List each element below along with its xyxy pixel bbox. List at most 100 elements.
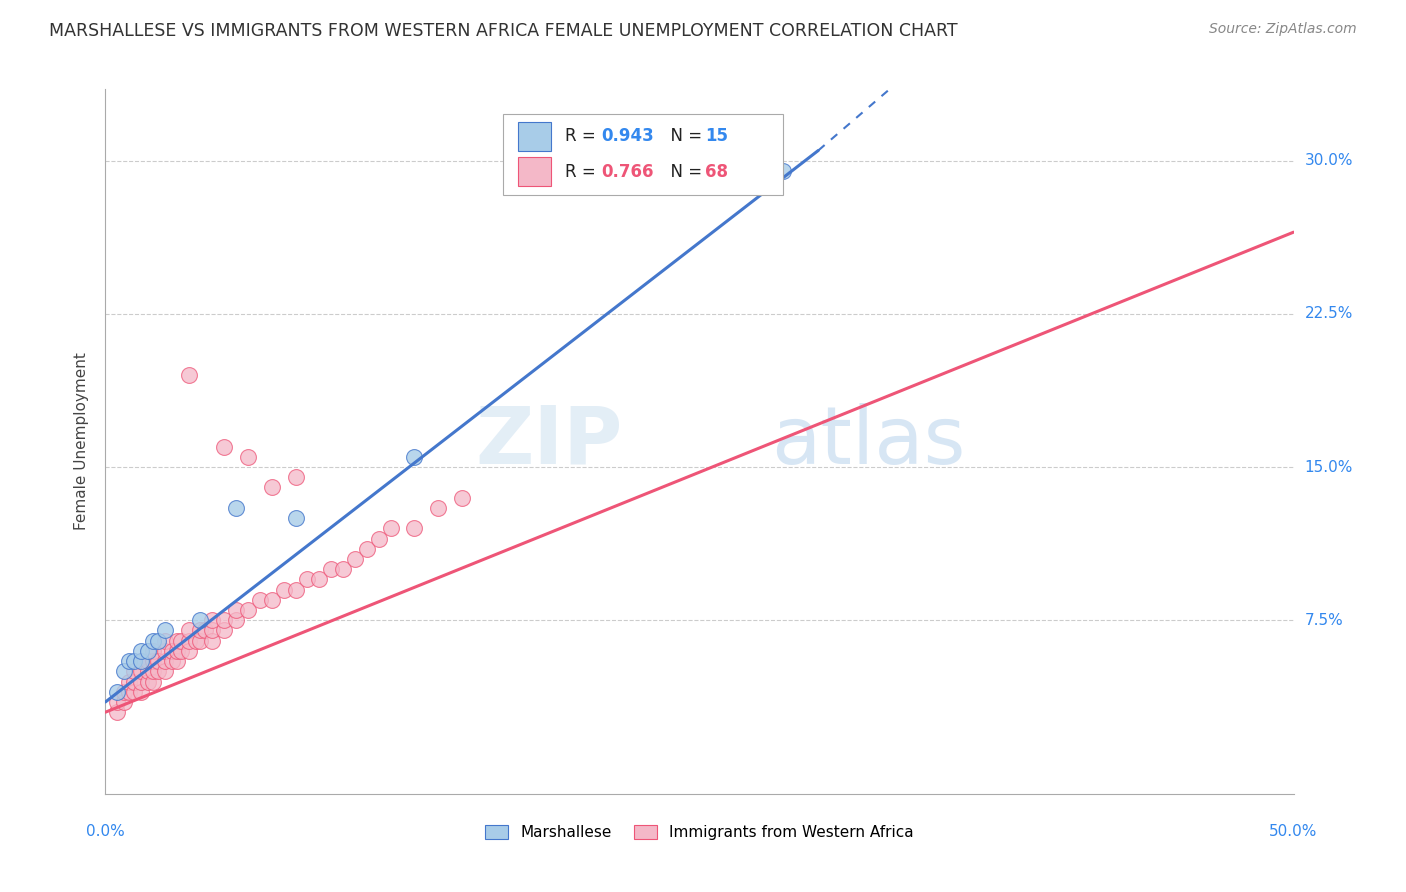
Legend: Marshallese, Immigrants from Western Africa: Marshallese, Immigrants from Western Afr… (479, 819, 920, 847)
Point (190, 613, 212, 627)
Point (194, 624, 217, 638)
Point (190, 633, 212, 648)
Point (177, 644, 200, 658)
Point (118, 685, 141, 699)
Text: 15.0%: 15.0% (1305, 459, 1353, 475)
Point (129, 654, 152, 668)
Point (214, 440, 236, 454)
Point (105, 705, 128, 719)
Point (450, 491, 472, 505)
Point (166, 654, 188, 668)
Point (129, 654, 152, 668)
Point (129, 665, 152, 679)
Text: 68: 68 (706, 162, 728, 181)
Point (153, 654, 176, 668)
Text: N =: N = (661, 162, 707, 181)
Bar (517, 157, 551, 186)
Point (356, 541, 378, 556)
Point (122, 654, 145, 668)
Text: N =: N = (661, 128, 707, 145)
Point (297, 573, 319, 587)
Point (166, 633, 188, 648)
Text: 30.0%: 30.0% (1305, 153, 1353, 169)
Point (225, 613, 247, 627)
Point (177, 633, 200, 648)
Point (201, 624, 224, 638)
Point (404, 450, 426, 464)
Text: 22.5%: 22.5% (1305, 306, 1353, 321)
Text: MARSHALLESE VS IMMIGRANTS FROM WESTERN AFRICA FEMALE UNEMPLOYMENT CORRELATION CH: MARSHALLESE VS IMMIGRANTS FROM WESTERN A… (49, 22, 957, 40)
Point (214, 624, 236, 638)
Point (136, 674, 159, 689)
Point (260, 592, 283, 607)
Point (105, 695, 128, 709)
Point (118, 674, 141, 689)
Point (142, 654, 165, 668)
Point (142, 674, 165, 689)
Point (118, 654, 141, 668)
Point (166, 644, 188, 658)
Text: 0.0%: 0.0% (86, 824, 125, 839)
Point (380, 521, 402, 535)
Point (225, 603, 247, 617)
Bar (517, 121, 551, 152)
Point (114, 665, 136, 679)
FancyBboxPatch shape (503, 114, 783, 194)
Point (236, 450, 259, 464)
Point (136, 665, 159, 679)
Point (284, 470, 307, 484)
Point (153, 624, 176, 638)
Point (170, 633, 193, 648)
Point (321, 562, 343, 576)
Point (142, 665, 165, 679)
Text: atlas: atlas (770, 402, 965, 481)
Point (114, 695, 136, 709)
Point (225, 500, 247, 515)
Point (249, 592, 271, 607)
Point (142, 644, 165, 658)
Point (308, 573, 330, 587)
Point (772, 164, 794, 178)
Point (153, 665, 176, 679)
Text: 0.766: 0.766 (600, 162, 654, 181)
Point (190, 624, 212, 638)
Point (153, 633, 176, 648)
Y-axis label: Female Unemployment: Female Unemployment (75, 352, 90, 531)
Point (260, 481, 283, 495)
Text: 15: 15 (706, 128, 728, 145)
Point (142, 633, 165, 648)
Point (367, 532, 389, 546)
Point (404, 521, 426, 535)
Text: R =: R = (565, 162, 602, 181)
Text: Source: ZipAtlas.com: Source: ZipAtlas.com (1209, 22, 1357, 37)
Point (201, 633, 224, 648)
Point (284, 511, 307, 525)
Point (146, 654, 169, 668)
Text: 0.943: 0.943 (600, 128, 654, 145)
Point (153, 644, 176, 658)
Point (427, 500, 450, 515)
Point (201, 613, 224, 627)
Point (160, 644, 183, 658)
Text: R =: R = (565, 128, 602, 145)
Point (343, 552, 366, 566)
Point (284, 582, 307, 597)
Point (122, 674, 145, 689)
Point (177, 624, 200, 638)
Point (273, 582, 295, 597)
Point (136, 654, 159, 668)
Point (114, 685, 136, 699)
Point (129, 644, 152, 658)
Text: 7.5%: 7.5% (1305, 613, 1343, 628)
Point (146, 665, 169, 679)
Point (122, 685, 145, 699)
Point (332, 562, 354, 576)
Point (146, 633, 169, 648)
Point (236, 603, 259, 617)
Point (129, 674, 152, 689)
Point (184, 633, 207, 648)
Text: ZIP: ZIP (475, 402, 623, 481)
Point (129, 685, 152, 699)
Point (214, 613, 236, 627)
Text: 50.0%: 50.0% (1270, 824, 1317, 839)
